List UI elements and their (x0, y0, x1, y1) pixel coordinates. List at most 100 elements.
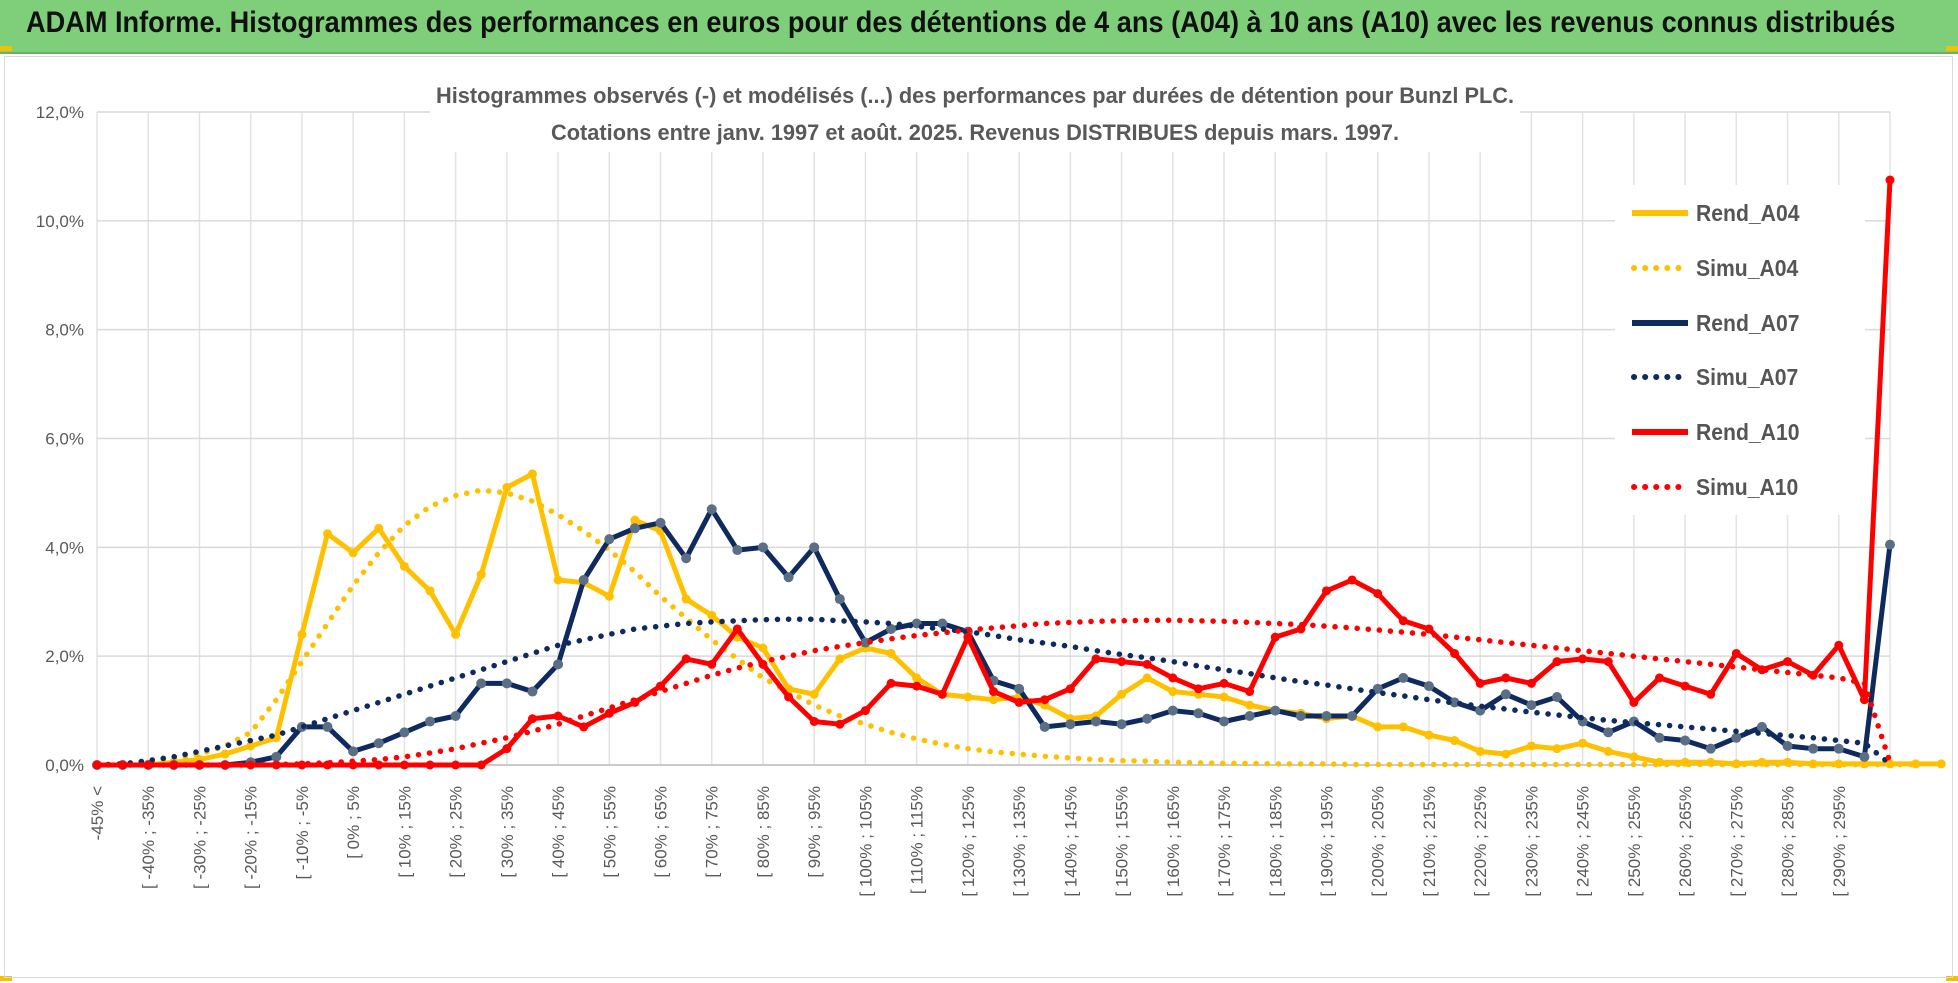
chart-area (4, 56, 1953, 978)
series-line-simu_a10 (94, 617, 1893, 768)
data-point-rend_a07 (1808, 743, 1819, 754)
data-point-rend_a07 (1244, 711, 1255, 722)
x-tick-label: [ 120% ; 125% (959, 786, 978, 897)
data-point-rend_a04 (399, 561, 409, 571)
data-point-rend_a10 (1065, 684, 1075, 694)
data-point-rend_a04 (323, 529, 333, 539)
x-tick-label: [ 140% ; 145% (1061, 786, 1080, 897)
x-tick-label: [ 220% ; 225% (1471, 786, 1490, 897)
data-point-rend_a04 (1629, 752, 1639, 762)
corner-mark (0, 976, 12, 981)
data-point-rend_a07 (1833, 743, 1844, 754)
data-point-rend_a07 (1372, 683, 1383, 694)
data-point-rend_a10 (1501, 673, 1511, 683)
data-point-rend_a07 (1193, 708, 1204, 719)
data-point-rend_a04 (425, 586, 435, 596)
data-point-rend_a04 (1219, 692, 1229, 702)
data-point-rend_a10 (963, 632, 973, 642)
data-point-rend_a10 (937, 689, 947, 699)
x-tick-label: [ 80% ; 85% (754, 786, 773, 878)
data-point-rend_a10 (732, 624, 742, 634)
data-point-rend_a10 (1321, 586, 1331, 596)
data-point-rend_a07 (476, 678, 487, 689)
data-point-rend_a10 (1475, 678, 1485, 688)
data-point-rend_a10 (1526, 678, 1536, 688)
x-tick-label: [ 190% ; 195% (1317, 786, 1336, 897)
x-tick-label: [ 130% ; 135% (1010, 786, 1029, 897)
data-point-rend_a07 (1782, 740, 1793, 751)
data-point-rend_a10 (374, 760, 384, 770)
data-point-rend_a04 (963, 692, 973, 702)
chart-title-background (430, 76, 1520, 152)
data-point-rend_a07 (1219, 716, 1230, 727)
data-point-rend_a10 (1834, 640, 1844, 650)
data-point-rend_a07 (1321, 711, 1332, 722)
data-point-rend_a07 (1680, 735, 1691, 746)
data-point-rend_a10 (143, 760, 153, 770)
data-point-rend_a10 (1731, 648, 1741, 658)
x-tick-label: [ 270% ; 275% (1727, 786, 1746, 897)
data-point-rend_a07 (783, 572, 794, 583)
data-point-rend_a07 (629, 523, 640, 534)
data-point-rend_a07 (1859, 751, 1870, 762)
data-point-rend_a10 (1680, 681, 1690, 691)
data-point-rend_a04 (527, 469, 537, 479)
data-point-rend_a10 (553, 711, 563, 721)
data-point-rend_a10 (912, 681, 922, 691)
data-point-rend_a07 (1347, 711, 1358, 722)
data-point-rend_a10 (1706, 689, 1716, 699)
data-point-rend_a10 (451, 760, 461, 770)
x-tick-label: -45% < (88, 786, 107, 840)
legend-item-rend-a10: Rend_A10 (1630, 417, 1890, 447)
y-tick-label: 2,0% (45, 647, 84, 666)
legend-label: Simu_A04 (1696, 255, 1799, 281)
legend-dotted-swatch (1631, 374, 1691, 380)
legend-line-swatch (1632, 320, 1688, 326)
data-point-rend_a10 (1450, 648, 1460, 658)
x-tick-label: [ -10% ; -5% (293, 786, 312, 880)
data-point-rend_a10 (579, 722, 589, 732)
x-tick-label: [ 280% ; 285% (1779, 786, 1798, 897)
data-point-rend_a10 (989, 687, 998, 697)
legend-dotted-swatch (1631, 265, 1691, 271)
data-point-rend_a10 (1859, 695, 1869, 705)
legend-item-simu-a07: Simu_A07 (1630, 362, 1890, 392)
data-point-rend_a07 (424, 716, 435, 727)
data-point-rend_a04 (1373, 722, 1383, 732)
data-point-rend_a10 (1398, 616, 1408, 626)
data-point-rend_a07 (501, 678, 512, 689)
data-point-rend_a04 (1936, 759, 1946, 769)
data-point-rend_a07 (681, 553, 692, 564)
data-point-rend_a04 (1142, 673, 1152, 683)
data-point-rend_a07 (527, 686, 538, 697)
legend-label: Rend_A10 (1696, 419, 1800, 445)
y-tick-label: 10,0% (36, 212, 84, 231)
data-point-rend_a07 (706, 504, 717, 515)
data-point-rend_a10 (1040, 695, 1050, 705)
legend-item-simu-a10: Simu_A10 (1630, 472, 1890, 502)
data-point-rend_a07 (1731, 732, 1742, 743)
series-line-simu_a04 (94, 487, 1919, 768)
data-point-rend_a04 (451, 629, 461, 639)
data-point-rend_a04 (1578, 738, 1588, 748)
data-point-rend_a10 (476, 760, 486, 770)
data-point-rend_a10 (1578, 654, 1588, 664)
x-tick-label: [ 170% ; 175% (1215, 786, 1234, 897)
chart-title: Histogrammes observés (-) et modélisés (… (436, 83, 1514, 108)
data-point-rend_a07 (1654, 732, 1665, 743)
data-point-rend_a10 (1193, 684, 1203, 694)
legend-label: Rend_A07 (1696, 310, 1800, 336)
data-point-rend_a04 (297, 629, 307, 639)
data-point-rend_a04 (809, 689, 819, 699)
data-point-rend_a10 (809, 716, 819, 726)
data-point-rend_a04 (502, 482, 512, 492)
x-tick-label: [ 70% ; 75% (703, 786, 722, 878)
data-point-rend_a10 (1091, 654, 1101, 664)
data-point-rend_a10 (1270, 632, 1280, 642)
data-point-rend_a07 (348, 746, 359, 757)
data-point-rend_a07 (655, 517, 666, 528)
legend-line-swatch (1632, 210, 1688, 216)
data-point-rend_a07 (834, 594, 845, 605)
data-point-rend_a07 (578, 574, 589, 585)
data-point-rend_a07 (553, 659, 564, 670)
